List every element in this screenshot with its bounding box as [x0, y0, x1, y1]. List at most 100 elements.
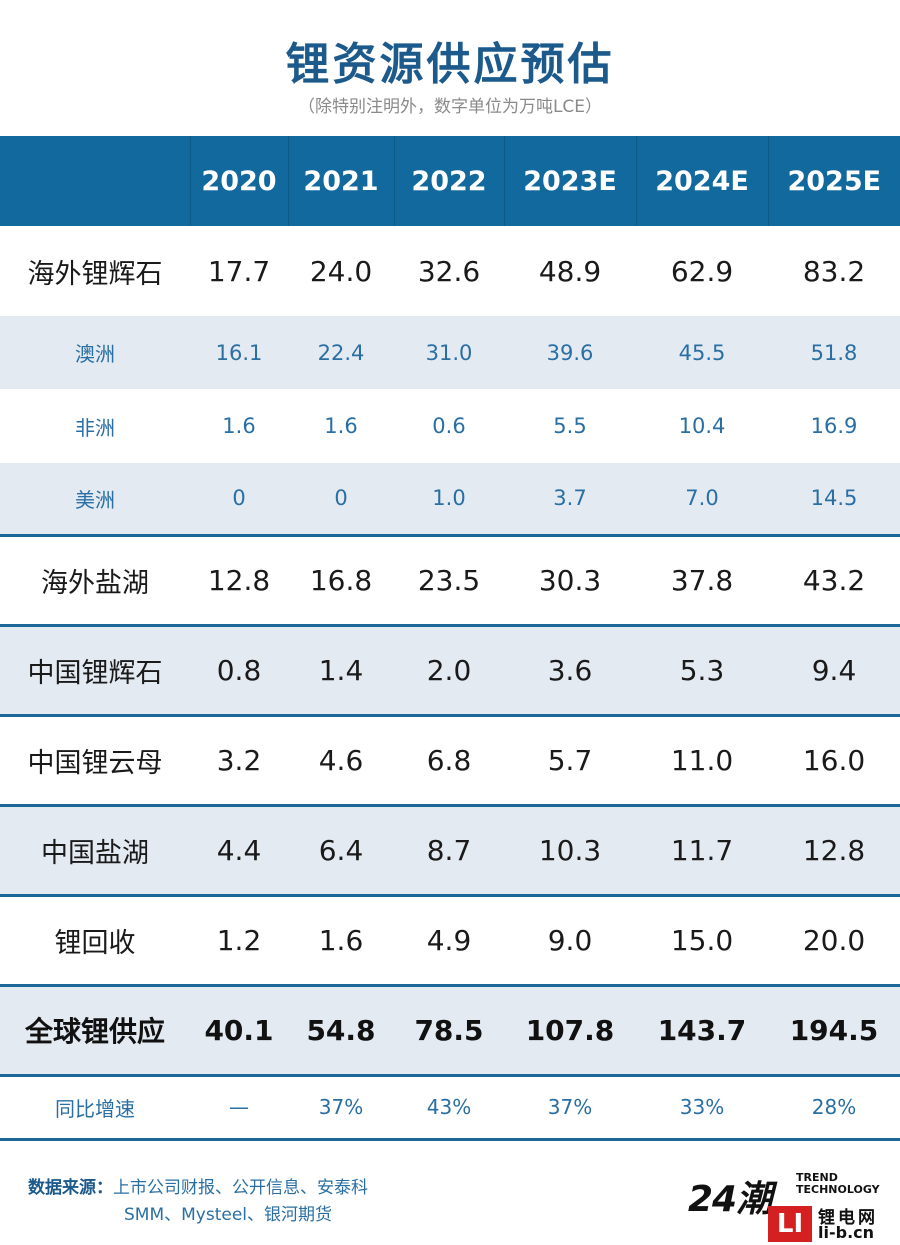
table-cell: 1.6: [318, 923, 364, 957]
header-cell: 2022: [393, 136, 504, 226]
table-cell: 107.8: [525, 1013, 615, 1047]
table-cell: 23.5: [417, 563, 481, 597]
row-label: 同比增速: [55, 1096, 135, 1121]
table-cell: 43%: [426, 1095, 472, 1119]
row-label: 中国锂辉石: [27, 657, 163, 689]
table-cell: 37%: [547, 1095, 593, 1119]
brand-tagline-1: TREND: [796, 1171, 838, 1184]
table-cell: 5.5: [553, 414, 587, 438]
table-cell: 20.0: [802, 923, 866, 957]
table-cell: 8.7: [426, 833, 472, 867]
header-cell: 2021: [287, 136, 394, 226]
table-row: 中国锂云母 3.2 4.6 6.8 5.7 11.0 16.0: [0, 715, 900, 805]
table-cell: 1.4: [318, 653, 364, 687]
table-cell: 194.5: [789, 1013, 879, 1047]
table-cell: 11.0: [670, 743, 734, 777]
table-cell: 0.8: [216, 653, 262, 687]
table-cell: 1.6: [324, 414, 358, 438]
table-cell: 28%: [811, 1095, 857, 1119]
brand-logo: 24潮 TREND TECHNOLOGY LI 锂电网 li-b.cn: [688, 1170, 900, 1245]
site-name: 锂电网: [818, 1208, 878, 1228]
table-cell: 0: [334, 486, 348, 511]
table-row: 中国盐湖 4.4 6.4 8.7 10.3 11.7 12.8: [0, 805, 900, 895]
table-cell: 6.8: [426, 743, 472, 777]
table-cell: 0: [232, 486, 246, 511]
row-label: 美洲: [75, 487, 115, 512]
header-cell: 2024E: [635, 136, 768, 226]
data-source: 数据来源：上市公司财报、公开信息、安泰科 SMM、Mysteel、银河期货: [28, 1175, 368, 1229]
table-cell: 9.0: [547, 923, 593, 957]
header-cell: 2023E: [503, 136, 636, 226]
brand-tagline: TREND TECHNOLOGY: [796, 1172, 880, 1196]
brand-tagline-2: TECHNOLOGY: [796, 1183, 880, 1196]
table-cell: 3.6: [547, 653, 593, 687]
table-cell: 11.7: [670, 833, 734, 867]
table-cell: 4.6: [318, 743, 364, 777]
lithium-supply-table: 2020 2021 2022 2023E 2024E 2025E 海外锂辉石 1…: [0, 136, 900, 1141]
table-cell: 17.7: [207, 254, 271, 288]
table-cell: 16.1: [215, 340, 263, 365]
source-label: 数据来源：: [28, 1178, 113, 1198]
table-cell: 2.0: [426, 653, 472, 687]
growth-row: 同比增速 — 37% 43% 37% 33% 28%: [0, 1075, 900, 1139]
brand-wordmark: 24潮: [688, 1179, 772, 1220]
table-cell: 15.0: [670, 923, 734, 957]
row-label: 海外盐湖: [41, 567, 149, 599]
table-cell: 4.4: [216, 833, 262, 867]
table-cell: 16.0: [802, 743, 866, 777]
table-cell: 5.3: [679, 653, 725, 687]
table-cell: 3.7: [553, 486, 587, 511]
table-cell: 3.2: [216, 743, 262, 777]
li-logo-icon: LI: [768, 1206, 812, 1242]
table-row: 美洲 0 0 1.0 3.7 7.0 14.5: [0, 463, 900, 535]
table-row: 非洲 1.6 1.6 0.6 5.5 10.4 16.9: [0, 389, 900, 463]
row-label: 中国锂云母: [27, 747, 163, 779]
row-label: 澳洲: [75, 342, 115, 366]
table-cell: 10.4: [678, 414, 726, 438]
table-cell: 40.1: [204, 1013, 274, 1047]
table-cell: 51.8: [810, 340, 858, 365]
table-cell: 32.6: [417, 254, 481, 288]
row-label: 海外锂辉石: [27, 258, 163, 290]
table-cell: 33%: [679, 1095, 725, 1119]
table-row: 澳洲 16.1 22.4 31.0 39.6 45.5 51.8: [0, 316, 900, 389]
table-row: 中国锂辉石 0.8 1.4 2.0 3.6 5.3 9.4: [0, 625, 900, 715]
table-cell: 24.0: [309, 254, 373, 288]
source-line-1: 上市公司财报、公开信息、安泰科: [113, 1178, 368, 1198]
table-cell: 62.9: [670, 254, 734, 288]
table-cell: 37.8: [670, 563, 734, 597]
table-cell: 39.6: [546, 340, 594, 365]
table-row: 海外锂辉石 17.7 24.0 32.6 48.9 62.9 83.2: [0, 226, 900, 316]
header-cell: 2020: [189, 136, 288, 226]
table-cell: 45.5: [678, 340, 726, 365]
row-label: 锂回收: [54, 927, 136, 959]
table-cell: 1.0: [432, 486, 466, 511]
table-cell: 10.3: [538, 833, 602, 867]
header-cell: [0, 136, 190, 226]
table-cell: 9.4: [811, 653, 857, 687]
table-cell: 31.0: [425, 340, 473, 365]
table-cell: 12.8: [207, 563, 271, 597]
page-title: 锂资源供应预估: [285, 39, 615, 90]
table-cell: 143.7: [657, 1013, 747, 1047]
row-label: 非洲: [75, 415, 115, 440]
table-cell: 6.4: [318, 833, 364, 867]
table-cell: 7.0: [685, 486, 719, 511]
table-row: 海外盐湖 12.8 16.8 23.5 30.3 37.8 43.2: [0, 535, 900, 625]
total-row: 全球锂供应 40.1 54.8 78.5 107.8 143.7 194.5: [0, 985, 900, 1075]
table-cell: 16.9: [810, 414, 858, 438]
table-cell: 16.8: [309, 563, 373, 597]
table-cell: —: [229, 1095, 249, 1119]
table-cell: 30.3: [538, 563, 602, 597]
table-cell: 22.4: [317, 340, 365, 365]
table-cell: 1.6: [222, 414, 256, 438]
table-cell: 43.2: [802, 563, 866, 597]
table-cell: 48.9: [538, 254, 602, 288]
page-subtitle: （除特别注明外，数字单位为万吨LCE）: [297, 97, 603, 117]
header-cell: 2025E: [767, 136, 900, 226]
table-cell: 1.2: [216, 923, 262, 957]
table-cell: 54.8: [306, 1013, 376, 1047]
table-cell: 14.5: [810, 486, 858, 511]
source-line-2: SMM、Mysteel、银河期货: [124, 1205, 333, 1225]
table-row: 锂回收 1.2 1.6 4.9 9.0 15.0 20.0: [0, 895, 900, 985]
